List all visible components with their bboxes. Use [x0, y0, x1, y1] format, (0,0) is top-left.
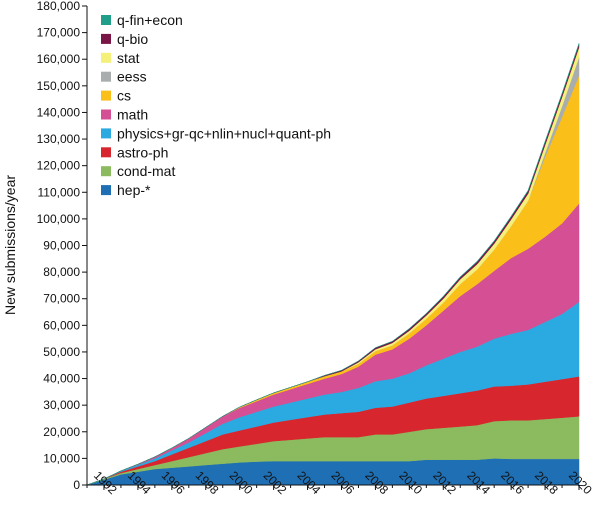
- legend-swatch: [101, 128, 111, 139]
- y-tick-label: 20,000: [43, 425, 80, 439]
- y-tick-label: 70,000: [43, 292, 80, 306]
- legend-label: math: [117, 107, 148, 123]
- y-tick-label: 10,000: [43, 451, 80, 465]
- y-axis-ticks: 0 10,000 20,000 30,000 40,000 50,000 60,000 70,…: [37, 0, 87, 492]
- legend-label: eess: [117, 69, 147, 85]
- legend-label: astro-ph: [117, 144, 168, 160]
- y-tick-label: 150,000: [37, 79, 81, 93]
- y-tick-label: 120,000: [37, 159, 81, 173]
- area-layers: [86, 43, 580, 486]
- y-tick-label: 180,000: [37, 0, 81, 13]
- y-tick-label: 60,000: [43, 318, 80, 332]
- legend-swatch: [101, 90, 111, 101]
- y-tick-label: 80,000: [43, 265, 80, 279]
- y-tick-label: 170,000: [37, 26, 81, 40]
- y-tick-label: 30,000: [43, 398, 80, 412]
- legend-swatch: [101, 33, 111, 44]
- y-tick-label: 100,000: [37, 212, 81, 226]
- legend-swatch: [101, 147, 111, 158]
- legend-label: cs: [117, 88, 131, 104]
- legend-swatch: [101, 52, 111, 63]
- legend: q-fin+econ q-bio stat eess cs math physics+gr-…: [101, 12, 331, 198]
- y-tick-label: 110,000: [38, 185, 81, 199]
- legend-swatch: [101, 185, 111, 196]
- y-axis-label: New submissions/year: [2, 175, 18, 315]
- legend-swatch: [101, 166, 111, 177]
- legend-label: q-bio: [117, 31, 148, 47]
- legend-swatch: [101, 15, 111, 25]
- legend-label: physics+gr-qc+nlin+nucl+quant-ph: [117, 125, 331, 141]
- y-tick-label: 140,000: [37, 105, 81, 119]
- y-tick-label: 40,000: [43, 372, 80, 386]
- legend-label: stat: [117, 50, 140, 66]
- legend-label: hep-*: [117, 182, 151, 198]
- legend-label: q-fin+econ: [117, 12, 183, 28]
- legend-swatch: [101, 109, 111, 120]
- y-tick-label: 130,000: [37, 132, 81, 146]
- y-tick-label: 90,000: [43, 239, 80, 253]
- area-q-fin-econ: [86, 43, 580, 486]
- y-tick-label: 50,000: [43, 345, 80, 359]
- legend-label: cond-mat: [117, 163, 175, 179]
- y-tick-label: 0: [73, 478, 80, 492]
- y-tick-label: 160,000: [37, 52, 81, 66]
- legend-swatch: [101, 71, 111, 82]
